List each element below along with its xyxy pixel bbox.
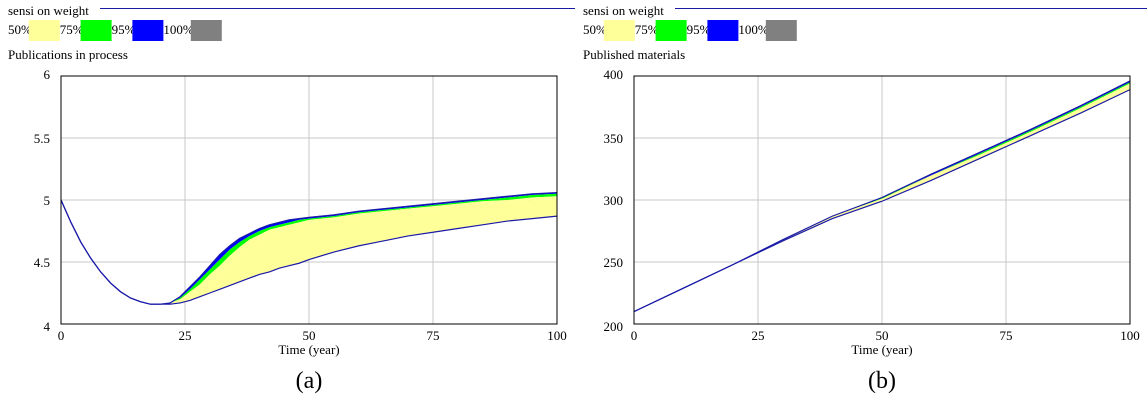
chart-title: Publications in process [8, 47, 128, 62]
x-tick-label: 25 [752, 328, 765, 343]
y-tick-label: 5.5 [34, 131, 50, 146]
panel-label: (a) [296, 368, 323, 394]
legend-swatch-75pct [80, 20, 112, 41]
legend-label-95pct: 95% [112, 22, 136, 37]
legend-swatch-100pct [765, 20, 797, 41]
x-axis-label: Time (year) [851, 342, 912, 357]
chart-title: Published materials [583, 47, 685, 62]
y-tick-label: 6 [44, 67, 51, 82]
legend-label-100pct: 100% [738, 22, 769, 37]
legend-label-75pct: 75% [60, 22, 84, 37]
x-tick-label: 75 [1000, 328, 1013, 343]
series-line-lower [60, 199, 558, 305]
legend-label-50pct: 50% [8, 22, 32, 37]
y-tick-label: 350 [604, 131, 624, 146]
x-tick-label: 0 [58, 328, 65, 343]
x-tick-label: 100 [1120, 328, 1140, 343]
x-tick-label: 75 [427, 328, 440, 343]
y-tick-label: 250 [604, 255, 624, 270]
x-axis-label: Time (year) [278, 342, 339, 357]
legend-swatch-95pct [132, 20, 164, 41]
chart-panel-b: sensi on weight 50% 75% 95% 100% Published ma… [583, 3, 1147, 394]
legend-swatch-95pct [707, 20, 739, 41]
x-tick-label: 100 [547, 328, 567, 343]
y-tick-label: 5 [44, 193, 51, 208]
legend-label-50pct: 50% [583, 22, 607, 37]
x-tick-label: 50 [303, 328, 316, 343]
legend-label-100pct: 100% [163, 22, 194, 37]
plot-frame [60, 75, 558, 325]
legend-label-75pct: 75% [635, 22, 659, 37]
panel-label: (b) [868, 368, 896, 394]
plot-frame [633, 75, 1131, 325]
x-tick-label: 50 [876, 328, 889, 343]
legend-swatch-100pct [190, 20, 222, 41]
legend-swatch-50pct [28, 20, 60, 41]
legend-header: sensi on weight [8, 3, 89, 18]
y-tick-label: 300 [604, 193, 624, 208]
chart-panel-a: sensi on weight 50% 75% 95% 100% Publications… [8, 3, 575, 394]
series-line-lower [633, 89, 1131, 313]
legend-swatch-75pct [655, 20, 687, 41]
legend-swatch-50pct [603, 20, 635, 41]
x-tick-label: 25 [179, 328, 192, 343]
y-tick-label: 400 [604, 67, 624, 82]
legend-header: sensi on weight [583, 3, 664, 18]
band-50pct [61, 198, 557, 305]
legend-label-95pct: 95% [687, 22, 711, 37]
y-tick-label: 4 [44, 319, 51, 334]
y-tick-label: 200 [604, 319, 624, 334]
y-tick-label: 4.5 [34, 255, 50, 270]
x-tick-label: 0 [631, 328, 638, 343]
